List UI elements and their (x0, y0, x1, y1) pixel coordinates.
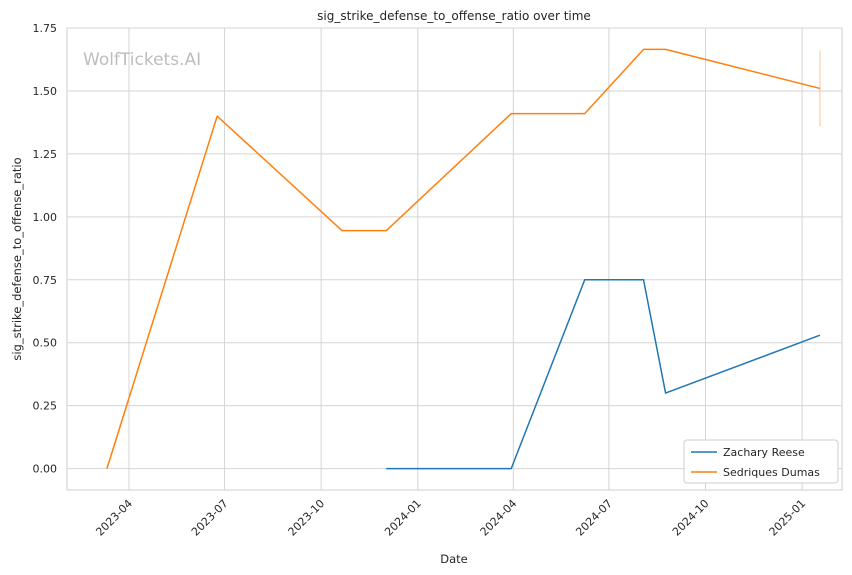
y-tick-label: 0.50 (33, 337, 58, 350)
series-lines (106, 48, 821, 470)
plot-area (66, 27, 843, 491)
y-tick-label: 1.75 (33, 22, 58, 35)
watermark-text: WolfTickets.AI (83, 50, 201, 70)
x-tick-label: 2025-01 (767, 497, 809, 539)
y-tick-label: 0.25 (33, 400, 58, 413)
y-tick-label: 1.50 (33, 85, 58, 98)
x-tick-label: 2023-04 (93, 497, 135, 539)
x-tick-label: 2024-07 (573, 497, 615, 539)
x-tick-label: 2024-10 (670, 497, 712, 539)
x-tick-label: 2024-04 (478, 497, 520, 539)
legend-label-sedriques-dumas: Sedriques Dumas (723, 466, 820, 479)
x-tick-label: 2024-01 (382, 497, 424, 539)
chart-title: sig_strike_defense_to_offense_ratio over… (317, 9, 591, 23)
y-tick-label: 0.00 (33, 463, 58, 476)
y-tick-label: 0.75 (33, 274, 58, 287)
x-axis-label: Date (440, 552, 468, 566)
y-tick-label: 1.25 (33, 148, 58, 161)
x-tick-label: 2023-07 (189, 497, 231, 539)
series-line-zachary-reese (386, 279, 821, 470)
legend-box (683, 439, 839, 484)
x-tick-label: 2023-10 (286, 497, 328, 539)
y-tick-label: 1.00 (33, 211, 58, 224)
grid-lines (67, 27, 842, 490)
legend-label-zachary-reese: Zachary Reese (723, 446, 805, 459)
y-axis-label: sig_strike_defense_to_offense_ratio (10, 157, 24, 360)
legend: Zachary Reese Sedriques Dumas (683, 439, 839, 484)
